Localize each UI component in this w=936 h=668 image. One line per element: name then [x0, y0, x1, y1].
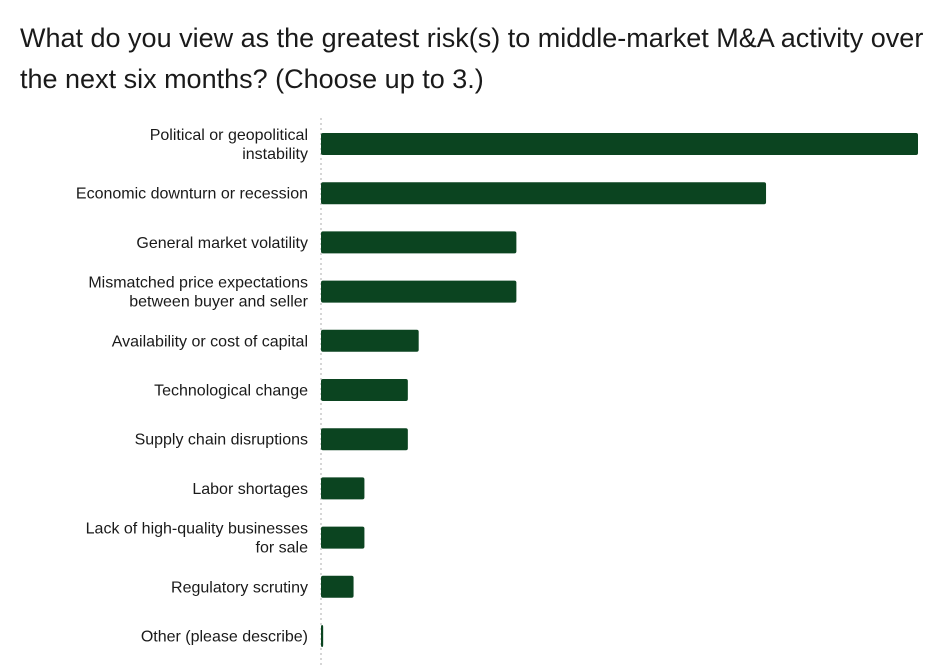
bar: [321, 133, 918, 155]
category-label: Lack of high-quality businesses for sale: [86, 521, 308, 557]
category-label: Other (please describe): [141, 629, 308, 646]
category-label: General market volatility: [136, 235, 308, 252]
category-label: Mismatched price expectations between buy…: [88, 275, 308, 311]
bar: [321, 575, 354, 598]
bar: [321, 231, 517, 254]
bar: [321, 625, 324, 647]
category-label: Political or geopolitical instability: [150, 127, 308, 163]
bar: [321, 280, 517, 303]
bar: [321, 526, 365, 549]
category-label: Economic downturn or recession: [76, 186, 308, 203]
bar: [321, 379, 408, 401]
bar: [321, 329, 419, 352]
category-label: Labor shortages: [192, 481, 308, 498]
bar: [321, 477, 365, 500]
category-label: Regulatory scrutiny: [171, 579, 308, 596]
category-label: Technological change: [154, 383, 308, 400]
bar: [321, 428, 408, 451]
chart-title: What do you view as the greatest risk(s)…: [20, 23, 924, 94]
category-label: Availability or cost of capital: [112, 333, 308, 350]
bar: [321, 182, 767, 205]
category-label: Supply chain disruptions: [135, 432, 308, 449]
